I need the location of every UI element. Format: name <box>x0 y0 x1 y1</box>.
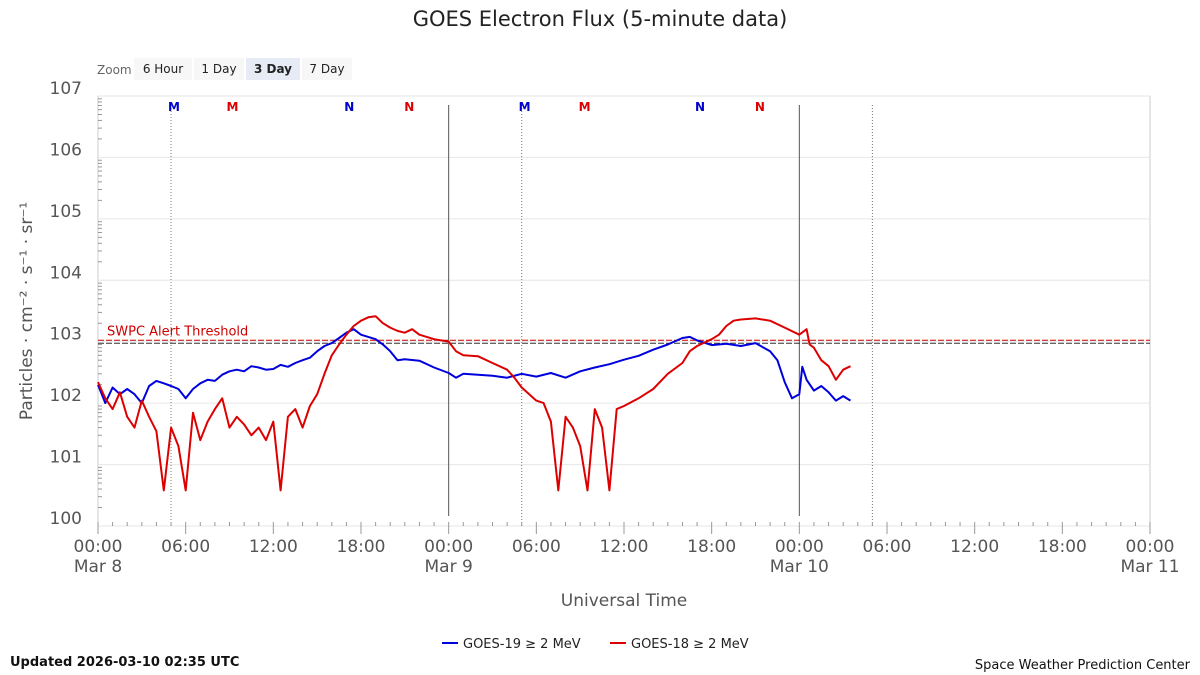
time-marker-m: M <box>168 100 180 114</box>
zoom-button-bg <box>134 58 192 80</box>
time-marker-n: N <box>695 100 705 114</box>
x-date-label: Mar 9 <box>425 557 473 577</box>
zoom-button-7-day[interactable]: 7 Day <box>302 58 352 80</box>
time-marker-n: N <box>755 100 765 114</box>
y-tick-label: 101 <box>50 448 82 468</box>
series-line-goes-18 <box>97 315 851 492</box>
y-tick-label: 102 <box>50 386 82 406</box>
x-tick-label: 00:00 <box>424 537 473 557</box>
zoom-button-6-hour[interactable]: 6 Hour <box>134 58 192 80</box>
updated-timestamp: Updated 2026-03-10 02:35 UTC <box>10 655 239 670</box>
zoom-label: Zoom <box>97 63 132 77</box>
x-date-label: Mar 10 <box>770 557 829 577</box>
x-tick-label: 18:00 <box>337 537 386 557</box>
zoom-button-1-day[interactable]: 1 Day <box>194 58 244 80</box>
credit-text: Space Weather Prediction Center <box>975 658 1191 673</box>
x-tick-label: 00:00 <box>74 537 123 557</box>
zoom-button-label: 1 Day <box>201 62 236 76</box>
x-axis-label: Universal Time <box>561 591 687 611</box>
y-tick-label: 100 <box>50 509 82 529</box>
x-tick-label: 18:00 <box>687 537 736 557</box>
x-tick-label: 00:00 <box>1126 537 1175 557</box>
time-marker-m: M <box>579 100 591 114</box>
x-tick-label: 06:00 <box>863 537 912 557</box>
zoom-button-bg <box>302 58 352 80</box>
zoom-control: Zoom 6 Hour 1 Day 3 Day 7 Day <box>97 58 352 80</box>
x-date-label: Mar 8 <box>74 557 122 577</box>
legend: GOES-19 ≥ 2 MeV GOES-18 ≥ 2 MeV <box>442 637 749 652</box>
legend-label: GOES-19 ≥ 2 MeV <box>463 637 581 652</box>
time-marker-n: N <box>404 100 414 114</box>
zoom-button-label: 7 Day <box>309 62 344 76</box>
x-tick-label: 18:00 <box>1038 537 1087 557</box>
time-marker-m: M <box>519 100 531 114</box>
time-marker-n: N <box>344 100 354 114</box>
y-tick-label: 104 <box>50 263 82 283</box>
y-tick-label: 106 <box>50 140 82 160</box>
zoom-button-label: 3 Day <box>254 62 292 76</box>
chart-title: GOES Electron Flux (5-minute data) <box>413 7 788 31</box>
zoom-button-label: 6 Hour <box>143 62 183 76</box>
x-tick-label: 06:00 <box>161 537 210 557</box>
threshold-label: SWPC Alert Threshold <box>107 325 248 340</box>
legend-label: GOES-18 ≥ 2 MeV <box>631 637 749 652</box>
x-date-label: Mar 11 <box>1120 557 1179 577</box>
plot-background <box>97 95 1151 527</box>
legend-item-goes-18[interactable]: GOES-18 ≥ 2 MeV <box>610 637 749 652</box>
y-tick-label: 103 <box>50 325 82 345</box>
x-tick-label: 12:00 <box>950 537 999 557</box>
x-tick-label: 12:00 <box>600 537 649 557</box>
zoom-button-bg <box>246 58 300 80</box>
x-tick-label: 12:00 <box>249 537 298 557</box>
x-tick-label: 00:00 <box>775 537 824 557</box>
y-tick-label: 107 <box>50 79 82 99</box>
legend-item-goes-19[interactable]: GOES-19 ≥ 2 MeV <box>442 637 581 652</box>
series-line-goes-19 <box>97 328 852 405</box>
x-tick-label: 06:00 <box>512 537 561 557</box>
y-axis-label: Particles · cm⁻² · s⁻¹ · sr⁻¹ <box>17 202 37 420</box>
time-marker-m: M <box>226 100 238 114</box>
y-tick-label: 105 <box>50 202 82 222</box>
zoom-button-3-day[interactable]: 3 Day <box>246 58 300 80</box>
zoom-button-bg <box>194 58 244 80</box>
